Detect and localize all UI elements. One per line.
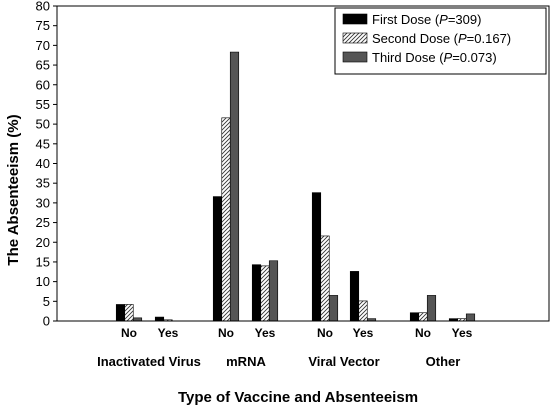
legend-swatch: [342, 32, 368, 44]
y-tick-label: 65: [36, 58, 50, 73]
y-tick-label: 60: [36, 77, 50, 92]
plot-frame: [56, 5, 550, 322]
y-tick-label: 10: [36, 274, 50, 289]
x-subcategory-label: Yes: [255, 326, 276, 340]
x-axis-title: Type of Vaccine and Absenteeism: [178, 389, 418, 406]
y-axis-title: The Absenteeism (%): [5, 114, 22, 265]
legend: First Dose (P=309) Second Dose (P=0.167) T…: [334, 7, 547, 75]
y-tick-label: 50: [36, 117, 50, 132]
bar-second-dose: [320, 235, 330, 322]
bar-second-dose: [221, 117, 231, 322]
x-axis-labels: No Yes No Yes No Yes No Yes Inactivated Virus mRN…: [97, 326, 473, 369]
x-group-label: Viral Vector: [308, 354, 379, 369]
x-subcategory-label: No: [415, 326, 431, 340]
bar-first-dose: [311, 192, 322, 322]
x-subcategory-label: Yes: [452, 326, 473, 340]
bar-third-dose: [426, 295, 437, 322]
bar-first-dose: [212, 196, 223, 322]
y-tick-label: 70: [36, 38, 50, 53]
bar-first-dose: [409, 312, 420, 322]
legend-entry: Third Dose (P=0.073): [372, 50, 497, 65]
y-tick-label: 55: [36, 97, 50, 112]
x-subcategory-label: Yes: [353, 326, 374, 340]
bar-third-dose: [268, 260, 279, 322]
x-subcategory-label: No: [317, 326, 333, 340]
legend-box: [334, 7, 547, 75]
legend-swatch: [342, 13, 368, 25]
bar-third-dose: [229, 51, 240, 322]
y-tick-label: 75: [36, 18, 50, 33]
x-group-label: Inactivated Virus: [97, 354, 201, 369]
y-tick-label: 80: [36, 0, 50, 14]
legend-entry: First Dose (P=309): [372, 12, 481, 27]
y-axis-ticks: 0 5 10 15 20 25 30 35 40 45 50 55 60 65 70 75 80: [36, 0, 57, 329]
bar-second-dose: [358, 300, 368, 322]
y-tick-label: 20: [36, 235, 50, 250]
y-tick-label: 45: [36, 136, 50, 151]
bar-first-dose: [115, 304, 126, 322]
bar-first-dose: [154, 316, 165, 322]
y-tick-label: 0: [43, 314, 50, 329]
x-subcategory-label: No: [218, 326, 234, 340]
bar-second-dose: [124, 304, 134, 322]
y-tick-label: 15: [36, 254, 50, 269]
bar-second-dose: [260, 265, 270, 322]
bar-first-dose: [251, 264, 262, 322]
bar-third-dose: [465, 313, 476, 322]
x-subcategory-label: Yes: [158, 326, 179, 340]
x-group-label: mRNA: [226, 354, 266, 369]
bar-third-dose: [328, 295, 339, 322]
y-tick-label: 25: [36, 215, 50, 230]
bar-first-dose: [349, 271, 360, 322]
y-tick-label: 30: [36, 195, 50, 210]
bar-second-dose: [418, 312, 428, 322]
y-tick-label: 5: [43, 294, 50, 309]
bars-layer: [115, 51, 476, 322]
y-tick-label: 35: [36, 176, 50, 191]
y-tick-label: 40: [36, 156, 50, 171]
legend-entry: Second Dose (P=0.167): [372, 31, 511, 46]
legend-swatch: [342, 51, 368, 63]
x-group-label: Other: [426, 354, 461, 369]
x-subcategory-label: No: [121, 326, 137, 340]
